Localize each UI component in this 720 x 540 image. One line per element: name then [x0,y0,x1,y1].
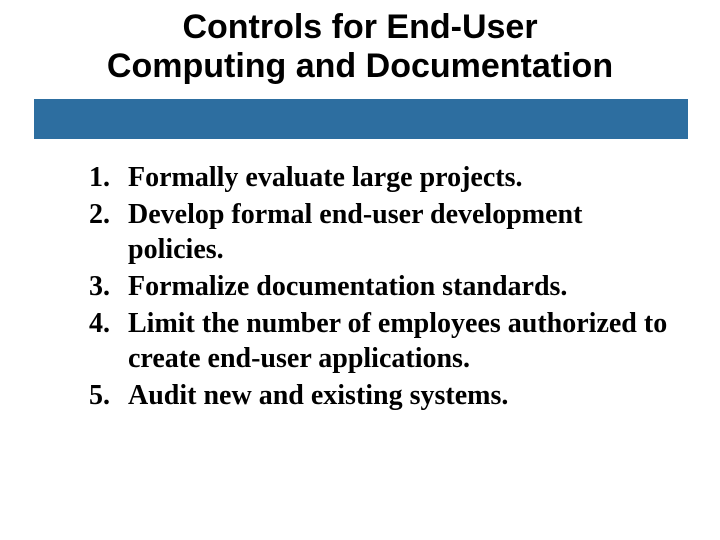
list-item: 4. Limit the number of employees authori… [58,306,678,376]
list-number: 2. [58,197,128,232]
list-number: 4. [58,306,128,341]
slide-title: Controls for End-User Computing and Docu… [0,8,720,86]
title-accent-bar [34,99,688,139]
list-item: 3. Formalize documentation standards. [58,269,678,304]
list-number: 5. [58,378,128,413]
list-text: Audit new and existing systems. [128,378,678,413]
slide: Controls for End-User Computing and Docu… [0,0,720,540]
list-text: Limit the number of employees authorized… [128,306,678,376]
list-item: 5. Audit new and existing systems. [58,378,678,413]
list-item: 2. Develop formal end-user development p… [58,197,678,267]
list-text: Develop formal end-user development poli… [128,197,678,267]
list-text: Formalize documentation standards. [128,269,678,304]
list-number: 3. [58,269,128,304]
list-item: 1. Formally evaluate large projects. [58,160,678,195]
list-text: Formally evaluate large projects. [128,160,678,195]
list-number: 1. [58,160,128,195]
numbered-list: 1. Formally evaluate large projects. 2. … [58,160,678,415]
title-line-2: Computing and Documentation [107,47,613,85]
title-line-1: Controls for End-User [182,8,537,46]
